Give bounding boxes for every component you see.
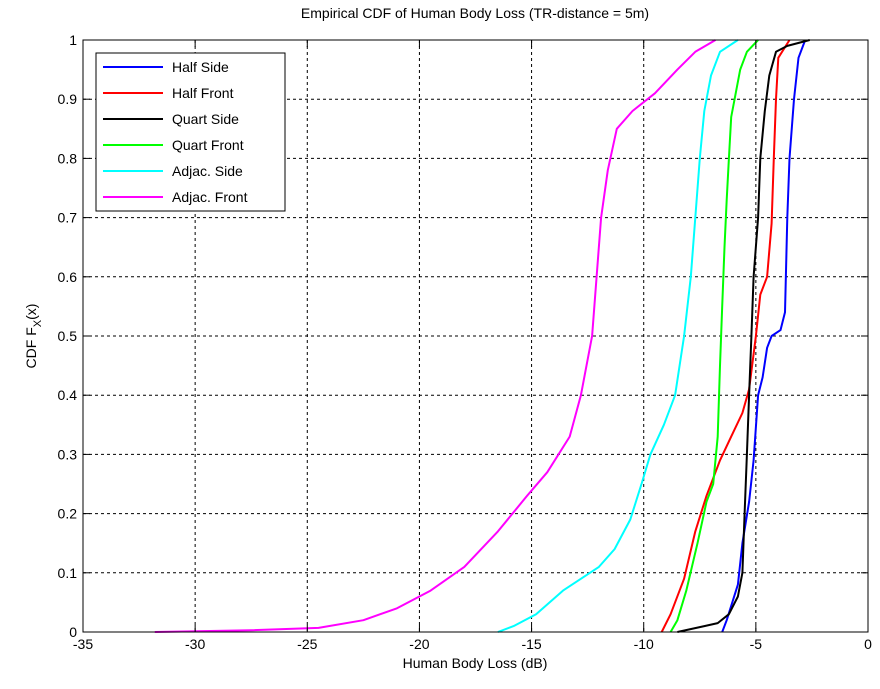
y-axis-label: CDF FX(x) [23, 304, 44, 369]
y-axis-label-main: CDF F [23, 327, 39, 368]
series-line-quart-front [669, 39, 759, 633]
series-line-half-side [721, 39, 807, 633]
series-lines [154, 39, 810, 633]
y-tick-label: 0.6 [58, 269, 78, 285]
y-axis-label-subscript: X [32, 319, 44, 327]
chart-title: Empirical CDF of Human Body Loss (TR-dis… [301, 5, 649, 21]
y-tick-label: 0.3 [58, 446, 78, 462]
series-line-quart-side [677, 39, 810, 633]
legend-label-quart-side: Quart Side [172, 111, 239, 127]
x-tick-labels: -35 -30 -25 -20 -15 -10 -5 0 [73, 636, 872, 652]
axis-ticks [82, 39, 869, 633]
x-tick-label: -15 [521, 636, 541, 652]
legend-box [95, 52, 286, 212]
legend-label-adjac-side: Adjac. Side [172, 163, 243, 179]
y-tick-label: 0.4 [58, 387, 78, 403]
y-tick-label: 0.9 [58, 91, 78, 107]
y-tick-label: 0.7 [58, 210, 78, 226]
y-tick-label: 1 [69, 32, 77, 48]
y-tick-label: 0.2 [58, 506, 78, 522]
y-tick-label: 0.5 [58, 328, 78, 344]
x-tick-label: -35 [73, 636, 93, 652]
series-line-adjac-side [497, 39, 739, 633]
legend-label-half-front: Half Front [172, 85, 234, 101]
x-tick-label: -10 [634, 636, 654, 652]
x-tick-label: -20 [409, 636, 429, 652]
legend: Half Side Half Front Quart Side Quart Front… [95, 52, 286, 212]
y-tick-label: 0 [69, 624, 77, 640]
x-tick-label: -25 [297, 636, 317, 652]
grid-lines [83, 40, 868, 632]
x-axis-label: Human Body Loss (dB) [403, 655, 548, 671]
y-tick-label: 0.1 [58, 565, 78, 581]
legend-label-adjac-front: Adjac. Front [172, 189, 248, 205]
legend-label-half-side: Half Side [172, 59, 229, 75]
y-tick-label: 0.8 [58, 150, 78, 166]
legend-label-quart-front: Quart Front [172, 137, 244, 153]
x-tick-label: -30 [185, 636, 205, 652]
x-tick-label: -5 [750, 636, 763, 652]
y-axis-label-argument: (x) [23, 304, 39, 320]
y-tick-labels: 0 0.1 0.2 0.3 0.4 0.5 0.6 0.7 0.8 0.9 1 [58, 32, 78, 640]
series-line-adjac-front [154, 39, 717, 633]
x-tick-label: 0 [864, 636, 872, 652]
